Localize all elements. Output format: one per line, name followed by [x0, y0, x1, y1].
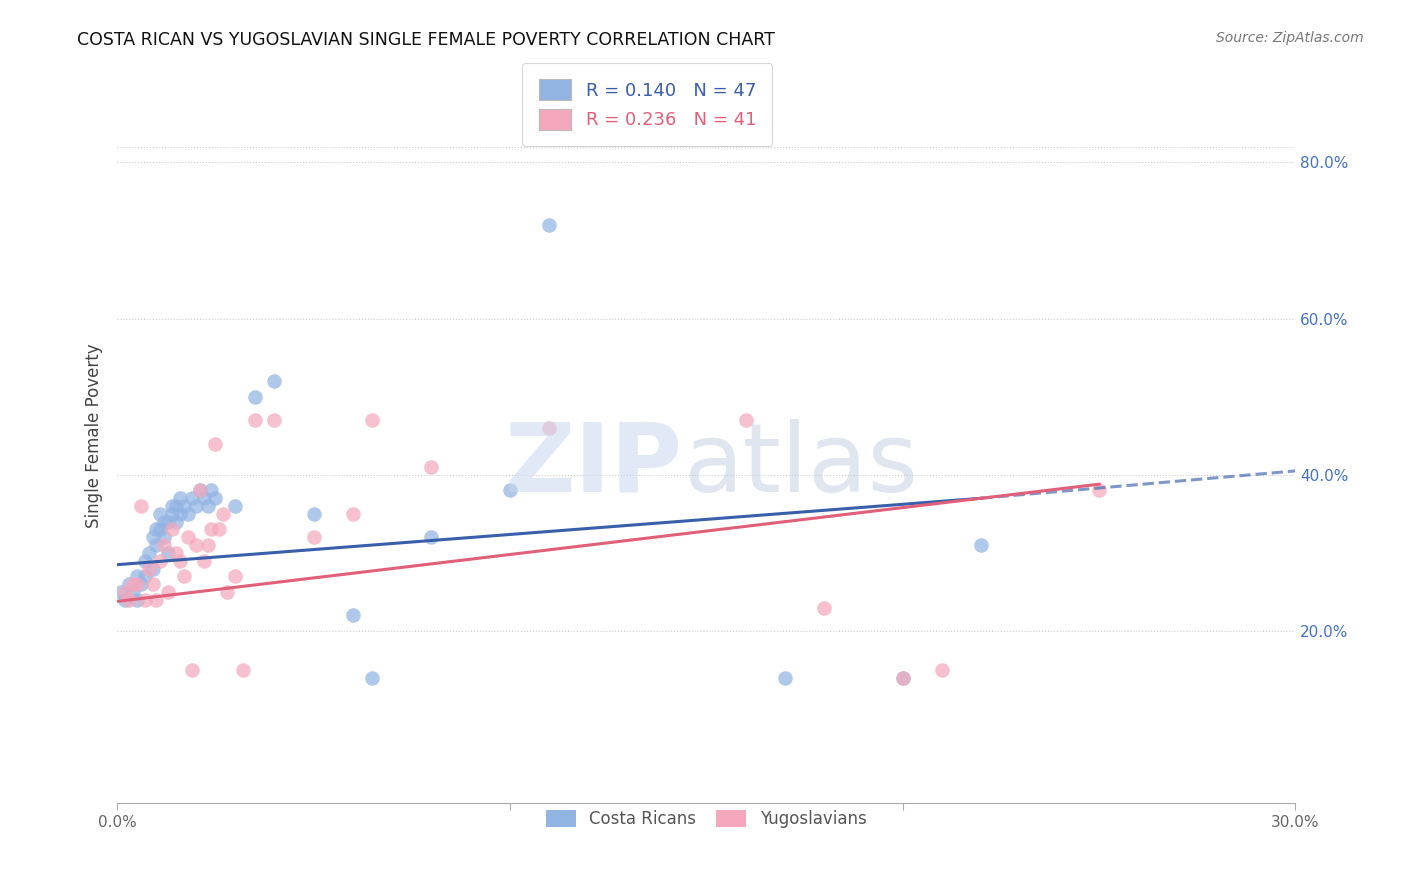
Point — [204, 491, 226, 506]
Point — [217, 585, 239, 599]
Point — [243, 413, 266, 427]
Point — [891, 671, 914, 685]
Point — [538, 421, 561, 435]
Point — [184, 499, 207, 513]
Point — [204, 436, 226, 450]
Point — [184, 538, 207, 552]
Point — [224, 499, 246, 513]
Point — [134, 554, 156, 568]
Point — [114, 592, 136, 607]
Point — [538, 218, 561, 232]
Point — [149, 507, 172, 521]
Point — [125, 592, 148, 607]
Point — [138, 546, 160, 560]
Point — [361, 671, 384, 685]
Point — [160, 523, 183, 537]
Point — [342, 608, 364, 623]
Point — [153, 530, 176, 544]
Point — [173, 569, 195, 583]
Point — [118, 577, 141, 591]
Point — [157, 585, 180, 599]
Y-axis label: Single Female Poverty: Single Female Poverty — [86, 343, 103, 528]
Point — [134, 569, 156, 583]
Text: COSTA RICAN VS YUGOSLAVIAN SINGLE FEMALE POVERTY CORRELATION CHART: COSTA RICAN VS YUGOSLAVIAN SINGLE FEMALE… — [77, 31, 775, 49]
Point — [200, 523, 222, 537]
Point — [122, 577, 145, 591]
Point — [200, 483, 222, 498]
Point — [193, 554, 215, 568]
Point — [197, 538, 219, 552]
Point — [263, 374, 285, 388]
Point — [129, 499, 152, 513]
Point — [188, 483, 211, 498]
Point — [180, 663, 202, 677]
Point — [160, 507, 183, 521]
Point — [197, 499, 219, 513]
Point — [165, 515, 187, 529]
Point — [243, 390, 266, 404]
Point — [302, 507, 325, 521]
Point — [169, 491, 191, 506]
Point — [160, 499, 183, 513]
Point — [110, 585, 132, 599]
Point — [361, 413, 384, 427]
Text: Source: ZipAtlas.com: Source: ZipAtlas.com — [1216, 31, 1364, 45]
Point — [125, 577, 148, 591]
Point — [157, 546, 180, 560]
Point — [149, 523, 172, 537]
Point — [169, 507, 191, 521]
Point — [188, 483, 211, 498]
Point — [891, 671, 914, 685]
Point — [773, 671, 796, 685]
Point — [420, 460, 443, 475]
Point — [499, 483, 522, 498]
Point — [342, 507, 364, 521]
Point — [193, 491, 215, 506]
Point — [224, 569, 246, 583]
Point — [129, 577, 152, 591]
Point — [813, 600, 835, 615]
Point — [1088, 483, 1111, 498]
Point — [420, 530, 443, 544]
Point — [173, 499, 195, 513]
Point — [138, 561, 160, 575]
Point — [141, 577, 163, 591]
Point — [145, 523, 167, 537]
Point — [212, 507, 235, 521]
Point — [145, 538, 167, 552]
Point — [169, 554, 191, 568]
Text: atlas: atlas — [683, 418, 918, 512]
Point — [125, 569, 148, 583]
Point — [165, 499, 187, 513]
Point — [141, 561, 163, 575]
Point — [145, 592, 167, 607]
Point — [180, 491, 202, 506]
Point — [970, 538, 993, 552]
Point — [177, 507, 200, 521]
Point — [122, 585, 145, 599]
Point — [165, 546, 187, 560]
Point — [114, 585, 136, 599]
Legend: Costa Ricans, Yugoslavians: Costa Ricans, Yugoslavians — [540, 804, 873, 835]
Point — [118, 592, 141, 607]
Point — [134, 592, 156, 607]
Point — [153, 515, 176, 529]
Point — [263, 413, 285, 427]
Text: ZIP: ZIP — [505, 418, 683, 512]
Point — [734, 413, 756, 427]
Point — [157, 515, 180, 529]
Point — [208, 523, 231, 537]
Point — [931, 663, 953, 677]
Point — [232, 663, 254, 677]
Point — [177, 530, 200, 544]
Point — [141, 530, 163, 544]
Point — [149, 554, 172, 568]
Point — [153, 538, 176, 552]
Point — [302, 530, 325, 544]
